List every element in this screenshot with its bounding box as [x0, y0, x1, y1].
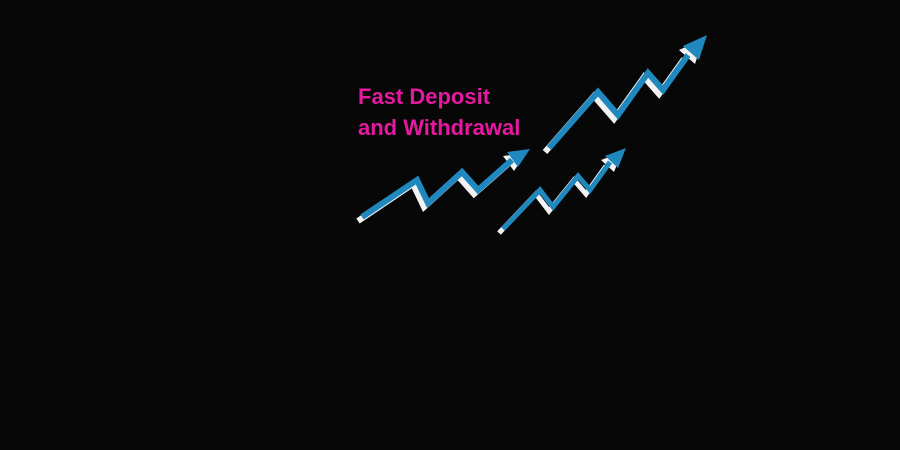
headline-line-2: and Withdrawal	[358, 115, 521, 140]
trend-up-arrow-icon	[497, 148, 626, 235]
headline: Fast Deposit and Withdrawal	[358, 81, 520, 143]
trend-up-arrow-icon	[542, 35, 707, 154]
trend-up-arrow-icon	[356, 149, 530, 224]
headline-line-1: Fast Deposit	[358, 84, 491, 109]
